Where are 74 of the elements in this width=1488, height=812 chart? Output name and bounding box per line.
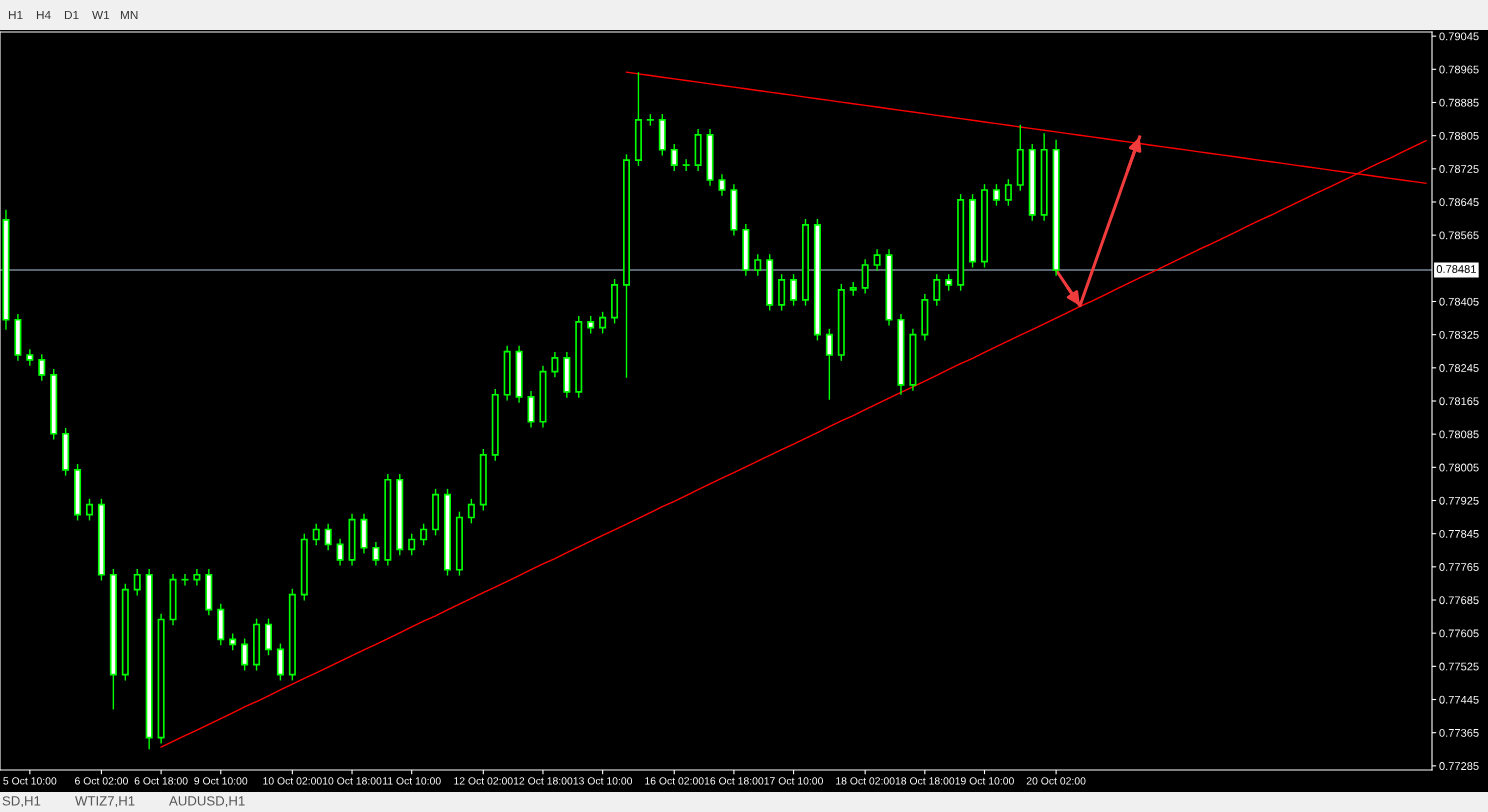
candlestick [1004,178,1012,207]
y-tick-label: 0.77765 [1439,563,1479,571]
x-tick-label: 6 Oct 18:00 [134,777,188,785]
candlestick [790,273,798,307]
y-tick-label: 0.78965 [1439,65,1479,74]
x-tick-label: 16 Oct 18:00 [704,777,764,785]
candlestick [408,532,416,556]
candlestick [825,328,833,401]
y-tick-label: 0.78805 [1439,131,1479,140]
y-tick-label: 0.77285 [1439,762,1479,770]
text: SD,H1 [2,796,41,808]
y-tick-label: 0.77925 [1439,496,1479,505]
x-tick-label: 17 Oct 10:00 [764,777,823,785]
x-tick-label: 19 Oct 10:00 [955,777,1014,785]
y-tick-label: 0.77525 [1439,662,1479,671]
candlestick [670,143,678,172]
ref-line-label: 0.78481 [1436,265,1476,273]
candlestick [992,183,1000,207]
y-tick-label: 0.77445 [1439,695,1479,704]
x-tick-label: 5 Oct 10:00 [3,777,57,785]
candlestick [85,498,94,522]
y-tick-label: 0.78165 [1439,397,1479,406]
y-tick-label: 0.77845 [1439,529,1479,538]
text: H1 [8,10,23,20]
x-tick-label: 13 Oct 10:00 [573,777,633,785]
x-tick-label: 20 Oct 02:00 [1026,777,1086,785]
candlestick [420,523,428,546]
text: W1 [92,10,110,20]
y-tick-label: 0.78725 [1439,165,1479,173]
text: WTIZ7,H1 [75,796,135,808]
x-tick-label: 18 Oct 02:00 [836,777,895,785]
x-tick-label: 11 Oct 10:00 [383,777,441,785]
candlestick [467,498,475,525]
line-series [1054,135,1142,308]
y-tick-label: 0.78645 [1439,198,1479,207]
candlestick [38,353,46,382]
candlestick [682,158,690,172]
y-tick-label: 0.78245 [1439,364,1479,372]
candlestick [312,523,320,546]
y-tick-label: 0.78085 [1439,430,1479,439]
candlestick [873,248,881,272]
text: AUDUSD,H1 [169,796,245,808]
x-tick-label: 12 Oct 18:00 [513,777,573,785]
y-tick-label: 0.78325 [1439,330,1479,339]
y-tick-label: 0.78405 [1439,297,1479,306]
y-tick-label: 0.78005 [1439,463,1479,472]
candlestick [181,573,189,587]
candlestick [599,311,607,335]
text: H4 [36,10,51,20]
candlestick [336,537,344,567]
text: D1 [64,10,79,20]
y-tick-label: 0.78565 [1439,231,1479,240]
candlestick [241,637,249,672]
candlestick [133,568,141,597]
candlestick [718,173,726,197]
x-tick-label: 16 Oct 02:00 [645,777,704,785]
x-tick-label: 9 Oct 10:00 [194,777,248,785]
candlestick [933,273,941,307]
candlestick [861,258,869,295]
text: MN [120,10,138,20]
y-tick-label: 0.78885 [1439,98,1479,107]
x-tick-label: 18 Oct 18:00 [895,777,955,785]
candlestick [324,523,332,551]
candlestick [372,541,380,567]
y-tick-label: 0.77365 [1439,728,1479,737]
x-tick-label: 12 Oct 02:00 [454,777,513,785]
x-tick-label: 6 Oct 02:00 [75,777,128,785]
candlestick [754,253,762,277]
y-tick-label: 0.77685 [1439,596,1479,605]
x-tick-label: 10 Oct 18:00 [323,777,382,785]
y-tick-label: 0.77605 [1439,629,1479,638]
candlestick [551,351,559,379]
x-tick-label: 10 Oct 02:00 [263,777,322,785]
y-tick-label: 0.79045 [1439,32,1479,41]
